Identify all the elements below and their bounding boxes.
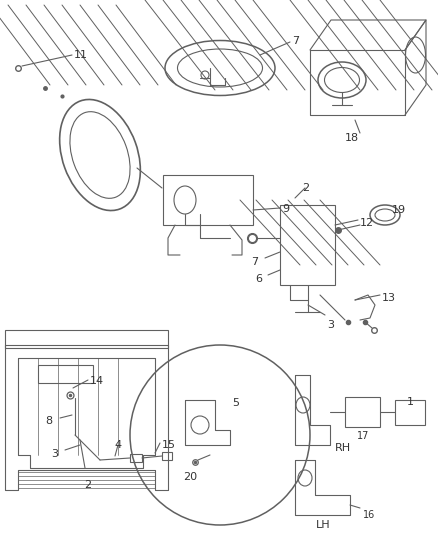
Text: 7: 7 xyxy=(251,257,258,267)
Text: 7: 7 xyxy=(292,36,299,46)
Bar xyxy=(280,205,335,285)
Text: 12: 12 xyxy=(360,218,374,228)
Text: 6: 6 xyxy=(255,274,262,284)
Text: 9: 9 xyxy=(282,204,289,214)
Text: 2: 2 xyxy=(85,480,92,490)
Bar xyxy=(162,452,172,460)
Text: 14: 14 xyxy=(90,376,104,386)
Text: 3: 3 xyxy=(51,449,58,459)
Text: 11: 11 xyxy=(74,50,88,60)
Bar xyxy=(395,400,425,425)
Text: 2: 2 xyxy=(302,183,310,193)
Text: 8: 8 xyxy=(45,416,52,426)
Text: RH: RH xyxy=(335,443,351,453)
Bar xyxy=(5,330,168,348)
Bar xyxy=(163,175,253,225)
Text: 13: 13 xyxy=(382,293,396,303)
Text: 20: 20 xyxy=(183,472,197,482)
Bar xyxy=(130,454,142,462)
Text: LH: LH xyxy=(316,520,330,530)
Text: 19: 19 xyxy=(392,205,406,215)
Text: 1: 1 xyxy=(406,397,413,407)
Text: 4: 4 xyxy=(114,440,122,450)
Text: 5: 5 xyxy=(232,398,239,408)
Text: 15: 15 xyxy=(162,440,176,450)
Bar xyxy=(38,365,93,383)
Text: 17: 17 xyxy=(357,431,369,441)
Text: 18: 18 xyxy=(345,133,359,143)
Bar xyxy=(345,397,380,427)
Text: 3: 3 xyxy=(327,320,334,330)
Text: 16: 16 xyxy=(363,510,375,520)
